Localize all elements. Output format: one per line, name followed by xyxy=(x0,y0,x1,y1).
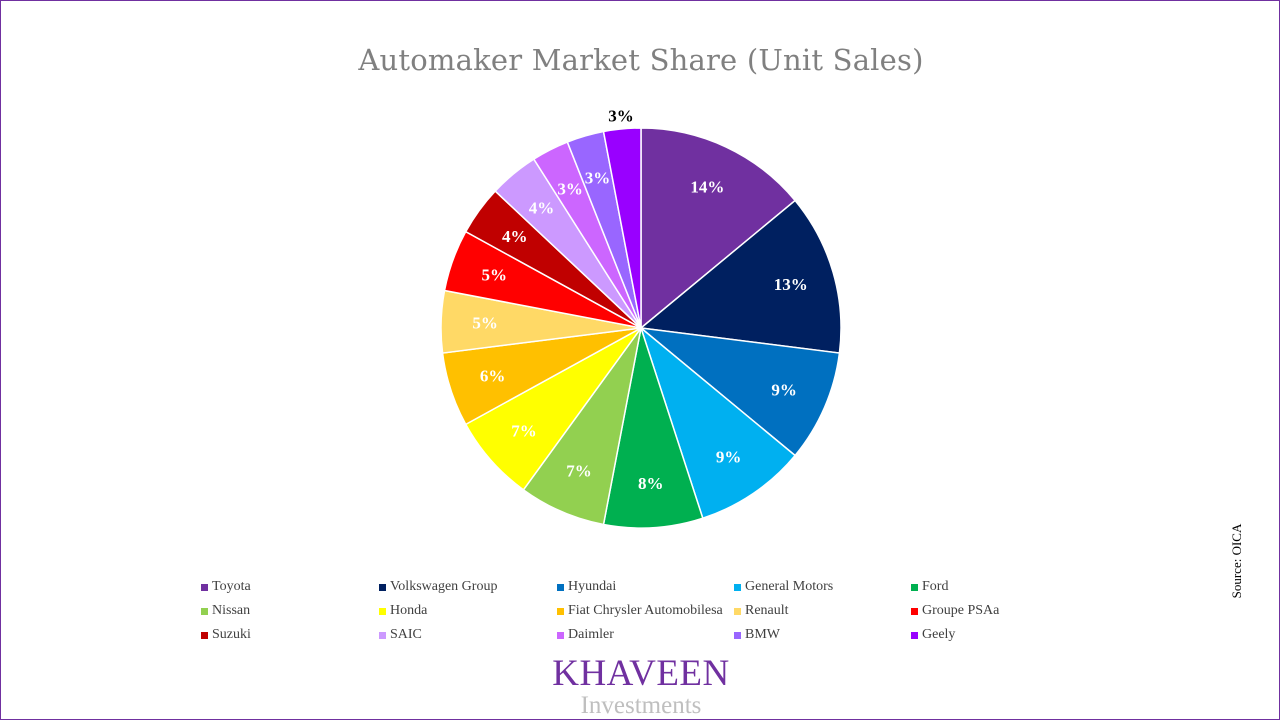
legend-label: General Motors xyxy=(745,579,834,594)
data-label-ford: 8% xyxy=(638,474,664,493)
legend-label: Daimler xyxy=(568,627,614,642)
source-note: Source: OICA xyxy=(1229,523,1244,599)
legend-swatch xyxy=(911,631,918,639)
legend-swatch xyxy=(557,583,564,591)
legend-item-daimler: Daimler xyxy=(557,625,614,645)
data-label-toyota: 14% xyxy=(690,177,724,196)
khaveen-logo: KHAVEEN Investments xyxy=(541,655,741,719)
legend-swatch xyxy=(557,607,564,615)
data-label-geely: 3% xyxy=(608,106,634,125)
legend-item-geely: Geely xyxy=(911,625,955,645)
legend-item-suzuki: Suzuki xyxy=(201,625,251,645)
legend-swatch xyxy=(201,631,208,639)
legend-item-nissan: Nissan xyxy=(201,601,250,621)
legend-item-toyota: Toyota xyxy=(201,577,251,597)
legend-label: SAIC xyxy=(390,627,422,642)
legend-swatch xyxy=(734,631,741,639)
pie-slice-hyundai xyxy=(638,326,841,457)
chart-title: Automaker Market Share (Unit Sales) xyxy=(358,43,924,77)
chart-legend: Toyota Volkswagen Group Hyundai General Mot… xyxy=(201,577,1101,649)
legend-item-hyundai: Hyundai xyxy=(557,577,616,597)
legend-swatch xyxy=(911,583,918,591)
legend-item-honda: Honda xyxy=(379,601,427,621)
data-label-suzuki: 4% xyxy=(502,227,528,246)
legend-swatch xyxy=(734,583,741,591)
legend-item-groupe-psaa: Groupe PSAa xyxy=(911,601,999,621)
legend-swatch xyxy=(911,607,918,615)
legend-row: Suzuki SAIC Daimler BMW Geely xyxy=(201,625,1101,649)
data-label-hyundai: 9% xyxy=(771,380,797,399)
legend-label: Fiat Chrysler Automobilesa xyxy=(568,603,723,618)
legend-swatch xyxy=(734,607,741,615)
data-label-groupe-psaa: 5% xyxy=(481,266,507,285)
legend-label: Toyota xyxy=(212,579,251,594)
legend-label: Ford xyxy=(922,579,949,594)
data-label-daimler: 3% xyxy=(557,180,583,199)
pie-slice-toyota xyxy=(640,127,797,330)
data-label-honda: 7% xyxy=(511,422,537,441)
legend-label: Geely xyxy=(922,627,956,642)
pie-slice-general-motors xyxy=(639,325,797,520)
legend-label: Hyundai xyxy=(568,579,617,594)
data-label-general-motors: 9% xyxy=(716,448,742,467)
data-label-bmw: 3% xyxy=(585,169,611,188)
pie-slice-volkswagen-group xyxy=(639,199,842,354)
pie-slice-ford xyxy=(602,327,704,529)
legend-swatch xyxy=(379,583,386,591)
legend-swatch xyxy=(379,607,386,615)
legend-item-ford: Ford xyxy=(911,577,948,597)
data-label-volkswagen-group: 13% xyxy=(774,275,808,294)
legend-label: BMW xyxy=(745,627,780,642)
legend-label: Suzuki xyxy=(212,627,251,642)
data-label-nissan: 7% xyxy=(566,462,592,481)
legend-item-fiat-chrysler-automobilesa: Fiat Chrysler Automobilesa xyxy=(557,601,723,621)
legend-item-bmw: BMW xyxy=(734,625,780,645)
legend-row: Nissan Honda Fiat Chrysler Automobilesa Ren… xyxy=(201,601,1101,625)
legend-label: Honda xyxy=(390,603,428,618)
legend-swatch xyxy=(557,631,564,639)
legend-item-volkswagen-group: Volkswagen Group xyxy=(379,577,497,597)
legend-row: Toyota Volkswagen Group Hyundai General Mot… xyxy=(201,577,1101,601)
legend-label: Volkswagen Group xyxy=(390,579,498,594)
logo-wordmark: KHAVEEN xyxy=(552,653,730,694)
legend-swatch xyxy=(201,583,208,591)
data-label-renault: 5% xyxy=(472,314,498,333)
legend-item-general-motors: General Motors xyxy=(734,577,833,597)
data-label-saic: 4% xyxy=(529,198,555,217)
legend-label: Groupe PSAa xyxy=(922,603,1000,618)
legend-swatch xyxy=(201,607,208,615)
logo-subtitle: Investments xyxy=(580,692,702,719)
data-label-fiat-chrysler-automobilesa: 6% xyxy=(480,367,506,386)
legend-item-renault: Renault xyxy=(734,601,789,621)
pie-slice-geely xyxy=(602,127,642,329)
legend-label: Renault xyxy=(745,603,789,618)
legend-item-saic: SAIC xyxy=(379,625,422,645)
legend-label: Nissan xyxy=(212,603,251,618)
legend-swatch xyxy=(379,631,386,639)
